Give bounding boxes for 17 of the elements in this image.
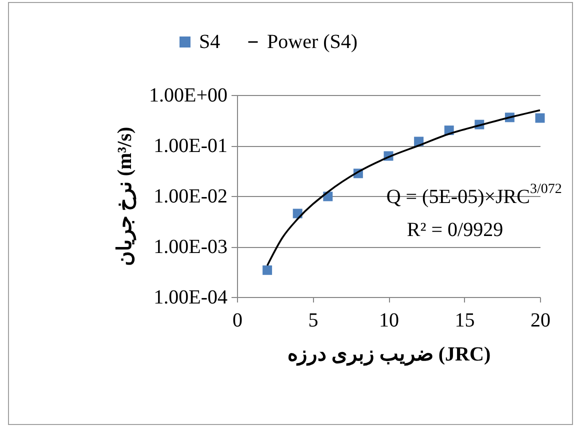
y-tick-label: 1.00E-01 — [154, 135, 228, 157]
annotation: R² = 0/9929 — [406, 219, 504, 241]
legend-label: S4 — [199, 31, 220, 53]
y-tick-label: 1.00E+00 — [149, 84, 228, 106]
y-tick-label: 1.00E-04 — [154, 286, 228, 308]
y-axis-title: نرخ جریان (m³/s) — [114, 126, 138, 266]
x-axis-title: ضریب زبری درزه (JRC) — [287, 344, 491, 366]
y-tick-label: 1.00E-03 — [154, 236, 228, 258]
x-tick-label: 20 — [530, 310, 550, 332]
x-tick-label: 5 — [308, 310, 318, 332]
point — [535, 113, 545, 123]
point — [262, 265, 272, 275]
x-tick-label: 10 — [379, 310, 399, 332]
x-tick-label: 0 — [232, 310, 242, 332]
x-tick-label: 15 — [454, 310, 475, 332]
legend-label: Power (S4) — [267, 31, 358, 53]
y-tick-label: 1.00E-02 — [154, 186, 228, 208]
